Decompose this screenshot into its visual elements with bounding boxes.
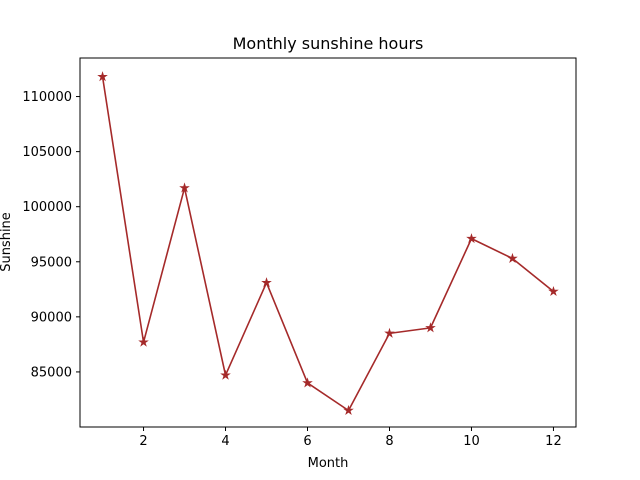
data-point bbox=[343, 404, 354, 415]
y-tick-label: 90000 bbox=[31, 310, 72, 325]
data-point bbox=[507, 252, 518, 263]
x-tick-label: 2 bbox=[139, 434, 147, 449]
series-layer bbox=[97, 71, 559, 415]
data-point bbox=[261, 277, 272, 288]
y-tick-label: 95000 bbox=[31, 255, 72, 270]
x-tick-label: 8 bbox=[385, 434, 393, 449]
x-tick-label: 4 bbox=[221, 434, 229, 449]
plot-area bbox=[79, 57, 577, 428]
y-tick-label: 85000 bbox=[31, 365, 72, 380]
data-point bbox=[138, 336, 149, 347]
y-tick-label: 105000 bbox=[22, 145, 72, 160]
x-tick-label: 12 bbox=[545, 434, 562, 449]
x-tick-label: 10 bbox=[463, 434, 480, 449]
data-point bbox=[302, 377, 313, 388]
data-point bbox=[548, 285, 559, 297]
data-point bbox=[220, 369, 231, 380]
data-point bbox=[97, 71, 108, 82]
y-axis-ticks: 85000 90000 95000 100000 105000 110000 bbox=[22, 90, 80, 380]
data-point bbox=[179, 182, 190, 193]
x-tick-label: 6 bbox=[303, 434, 311, 449]
y-tick-label: 100000 bbox=[22, 200, 72, 215]
data-point bbox=[384, 327, 395, 338]
y-tick-label: 110000 bbox=[22, 90, 72, 105]
x-axis-label: Month bbox=[308, 456, 349, 471]
y-axis-label: Sunshine bbox=[0, 212, 14, 272]
chart-title: Monthly sunshine hours bbox=[233, 34, 424, 53]
data-point bbox=[466, 233, 477, 244]
data-point bbox=[425, 322, 436, 333]
series-line bbox=[101, 76, 554, 412]
x-axis-ticks: 2 4 6 8 10 12 bbox=[139, 427, 562, 449]
